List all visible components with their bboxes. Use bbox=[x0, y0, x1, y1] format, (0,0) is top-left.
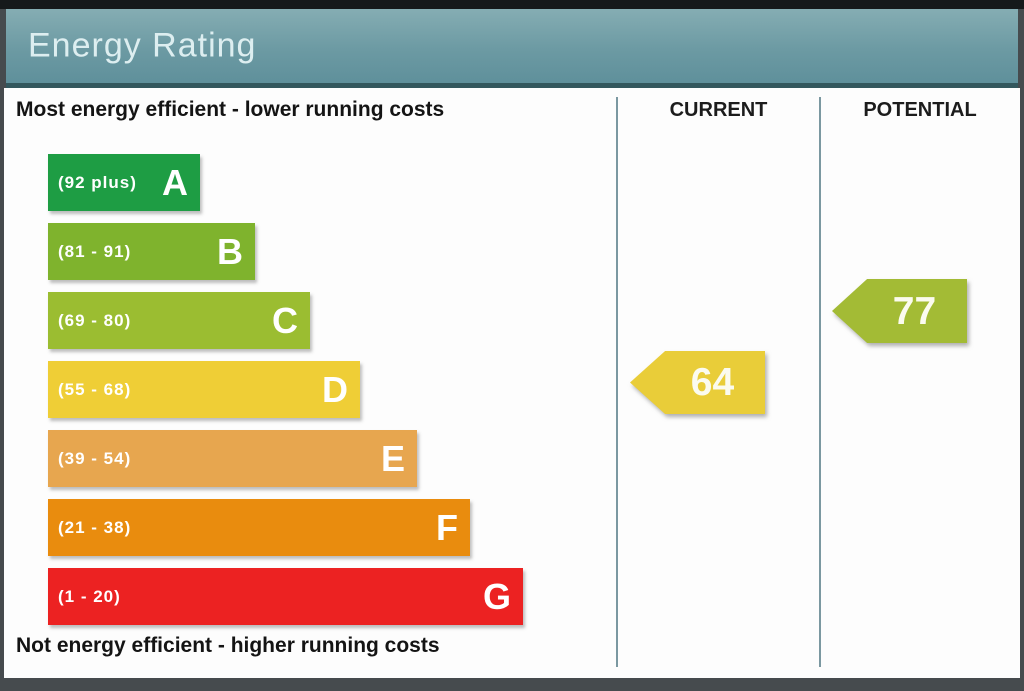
band-row-f: (21 - 38) F bbox=[48, 499, 523, 556]
band-range-c: (69 - 80) bbox=[58, 310, 132, 330]
band-row-b: (81 - 91) B bbox=[48, 223, 523, 280]
current-rating-marker: 64 bbox=[630, 351, 765, 414]
current-column-header: CURRENT bbox=[669, 99, 768, 121]
band-bar-d: (55 - 68) D bbox=[48, 361, 360, 418]
band-row-d: (55 - 68) D bbox=[48, 361, 523, 418]
potential-column-header: POTENTIAL bbox=[863, 99, 977, 121]
band-letter-a: A bbox=[162, 161, 188, 203]
page-title: Energy Rating bbox=[28, 26, 257, 65]
band-bar-b: (81 - 91) B bbox=[48, 223, 255, 280]
current-column-divider bbox=[616, 97, 618, 667]
band-bar-e: (39 - 54) E bbox=[48, 430, 417, 487]
band-range-d: (55 - 68) bbox=[58, 379, 132, 399]
top-border bbox=[0, 0, 1024, 9]
band-range-b: (81 - 91) bbox=[58, 241, 132, 261]
potential-column-divider bbox=[819, 97, 821, 667]
chart-area: Most energy efficient - lower running co… bbox=[4, 88, 1020, 678]
band-bar-c: (69 - 80) C bbox=[48, 292, 310, 349]
least-efficient-label: Not energy efficient - higher running co… bbox=[16, 634, 440, 657]
potential-rating-arrow: 77 bbox=[832, 279, 967, 343]
band-bar-g: (1 - 20) G bbox=[48, 568, 523, 625]
band-letter-f: F bbox=[436, 506, 458, 548]
band-bar-f: (21 - 38) F bbox=[48, 499, 470, 556]
band-letter-d: D bbox=[322, 368, 348, 410]
band-letter-b: B bbox=[217, 230, 243, 272]
band-range-a: (92 plus) bbox=[58, 172, 137, 192]
band-row-c: (69 - 80) C bbox=[48, 292, 523, 349]
band-bar-a: (92 plus) A bbox=[48, 154, 200, 211]
current-rating-value: 64 bbox=[690, 361, 735, 404]
potential-rating-value: 77 bbox=[892, 289, 937, 333]
rating-bands: (92 plus) A (81 - 91) B (69 - 80) C (55 … bbox=[48, 154, 523, 637]
current-rating-arrow: 64 bbox=[630, 351, 765, 414]
header-bar: Energy Rating bbox=[6, 9, 1018, 88]
band-range-f: (21 - 38) bbox=[58, 517, 132, 537]
band-row-a: (92 plus) A bbox=[48, 154, 523, 211]
band-letter-e: E bbox=[380, 437, 405, 479]
band-row-g: (1 - 20) G bbox=[48, 568, 523, 625]
band-range-g: (1 - 20) bbox=[58, 586, 121, 606]
band-row-e: (39 - 54) E bbox=[48, 430, 523, 487]
most-efficient-label: Most energy efficient - lower running co… bbox=[16, 98, 445, 121]
band-letter-g: G bbox=[482, 575, 511, 617]
band-letter-c: C bbox=[272, 299, 298, 341]
potential-rating-marker: 77 bbox=[832, 279, 967, 343]
band-range-e: (39 - 54) bbox=[58, 448, 132, 468]
